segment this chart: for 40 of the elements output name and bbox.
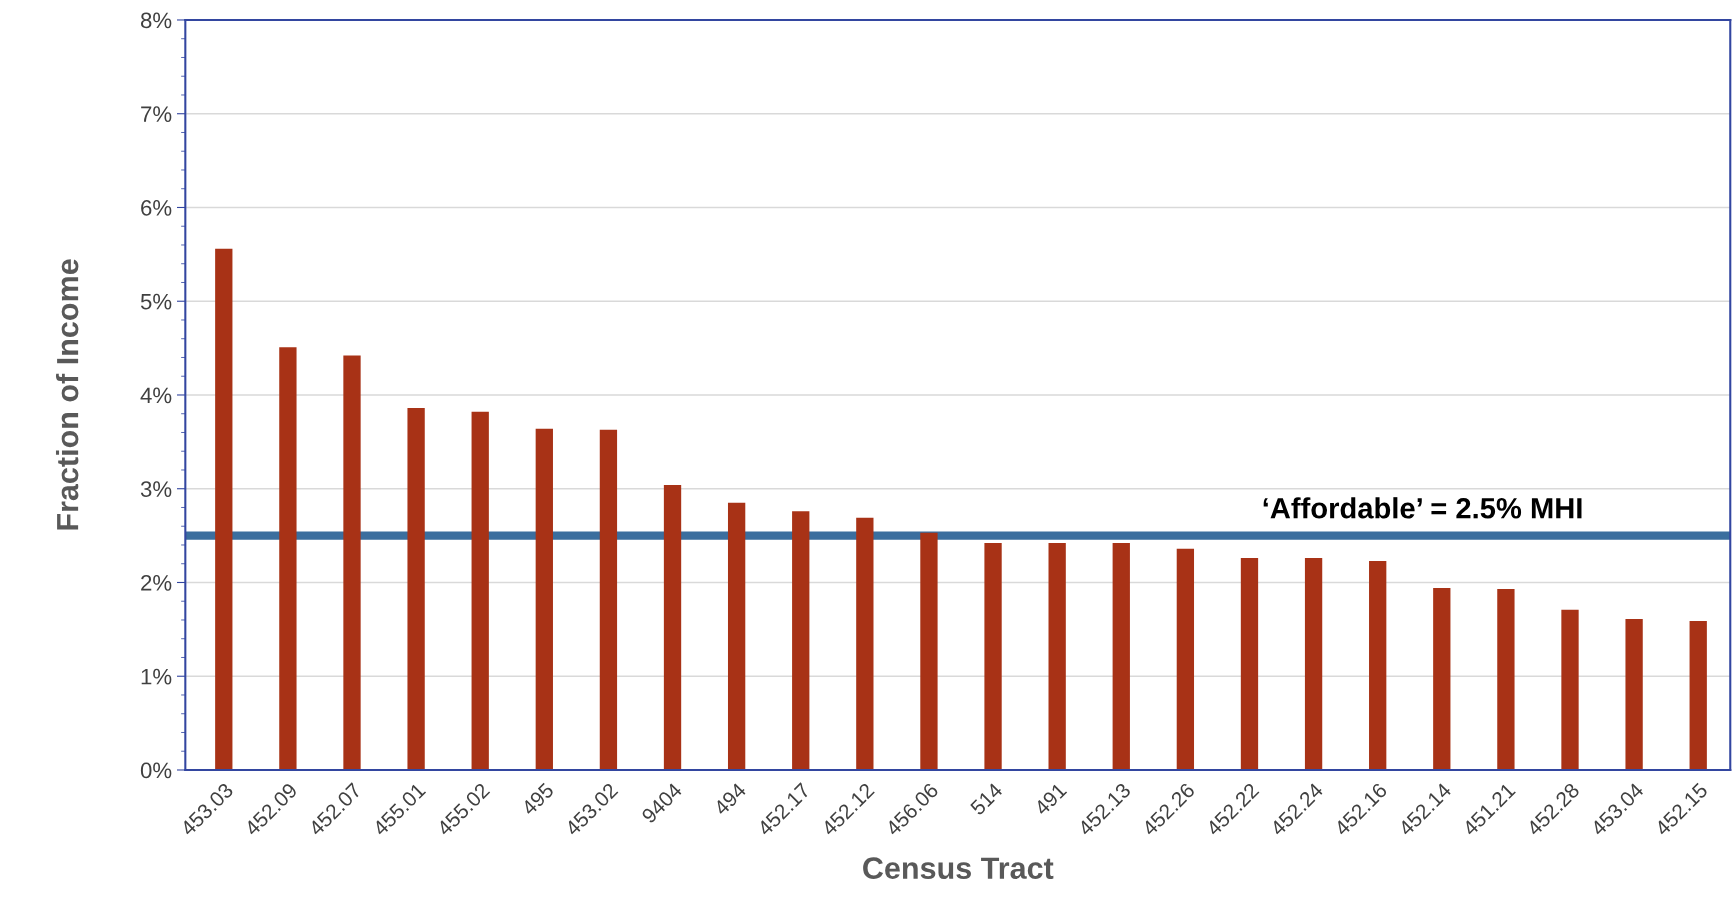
bar — [599, 429, 618, 770]
y-tick-label: 3% — [140, 481, 172, 497]
bar — [343, 355, 361, 770]
bar — [984, 543, 1002, 770]
bar — [1689, 620, 1707, 770]
y-tick-label: 5% — [140, 293, 172, 310]
bar — [792, 511, 810, 770]
x-tick-label: 495 — [520, 782, 555, 817]
y-tick-label: 7% — [141, 106, 172, 122]
bar — [1561, 609, 1579, 770]
x-tick-label: 514 — [969, 782, 1004, 816]
bar — [663, 484, 682, 770]
bar — [1176, 548, 1195, 770]
bar — [279, 347, 297, 770]
bar — [1433, 588, 1451, 770]
bar — [215, 248, 233, 770]
y-tick-label: 6% — [141, 200, 172, 216]
y-tick-label: 1% — [141, 668, 172, 685]
bar — [727, 502, 746, 770]
x-axis-title: Census Tract — [863, 857, 1054, 879]
bar — [407, 408, 425, 770]
bar — [535, 428, 553, 770]
x-tick-label: 491 — [1033, 782, 1068, 817]
y-axis-title: Fraction of Income — [55, 259, 79, 530]
x-tick-label: 494 — [712, 781, 748, 817]
bar — [856, 517, 874, 770]
bar — [1112, 543, 1130, 770]
y-tick-label: 2% — [141, 575, 172, 591]
bar — [1304, 558, 1323, 770]
bar — [1048, 543, 1066, 770]
bar — [1497, 589, 1515, 770]
y-tick-label: 4% — [140, 387, 172, 404]
y-tick-label: 0% — [140, 762, 172, 779]
y-tick-label: 8% — [140, 12, 172, 29]
bar — [1625, 619, 1643, 770]
bar — [471, 411, 489, 770]
bar — [1369, 560, 1387, 770]
ref-line-label: ‘Affordable’ = 2.5% MHI — [1263, 497, 1582, 519]
bar — [920, 532, 938, 770]
bar — [1240, 558, 1259, 770]
